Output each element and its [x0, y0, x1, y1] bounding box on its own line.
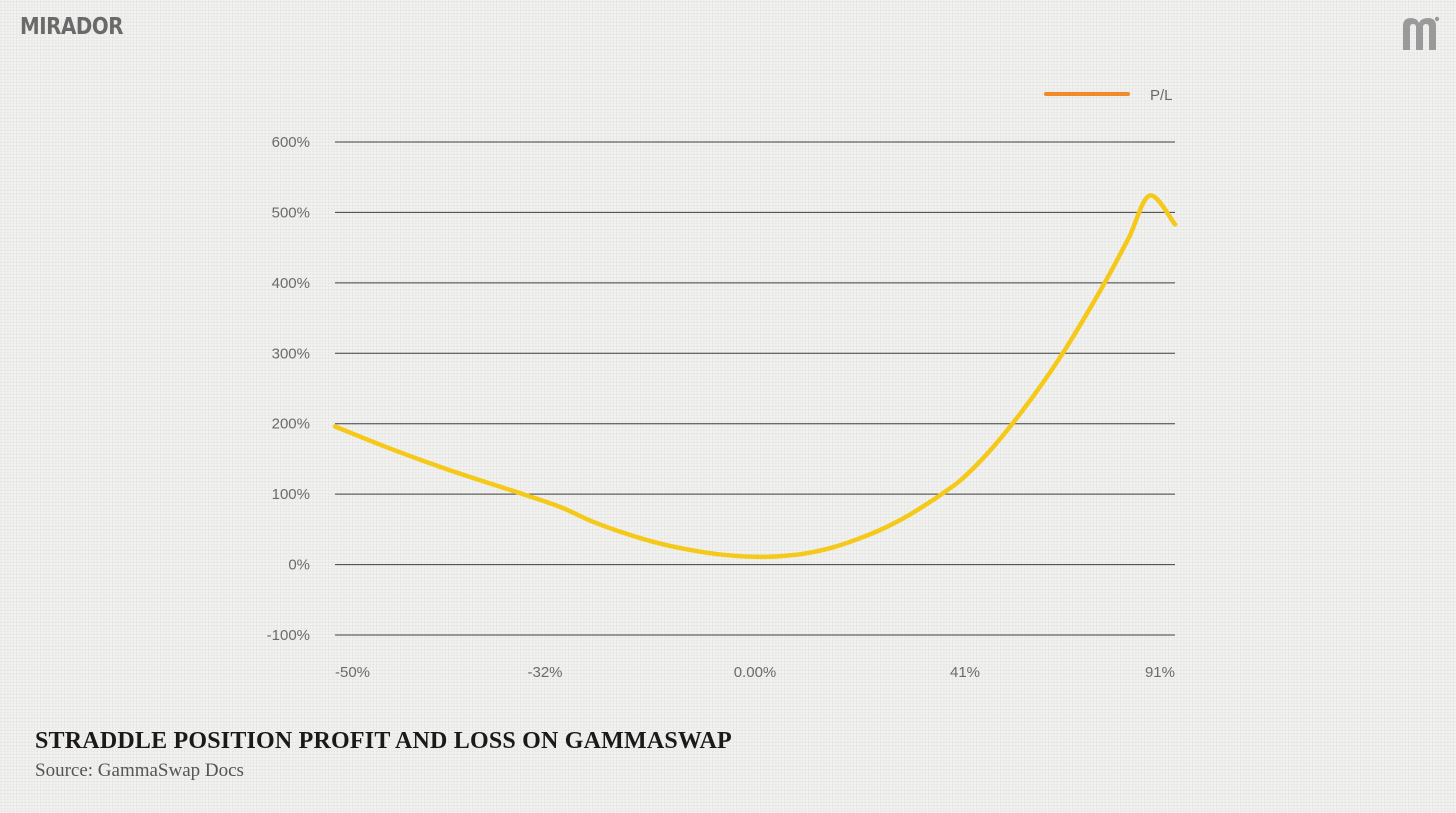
y-tick-label: 500%	[272, 204, 310, 221]
y-tick-label: -100%	[267, 627, 310, 644]
y-tick-label: 600%	[272, 134, 310, 151]
grid-lines	[335, 141, 1175, 636]
chart-caption-source: Source: GammaSwap Docs	[35, 760, 244, 781]
x-tick-label: 0.00%	[734, 664, 777, 681]
y-tick-label: 400%	[272, 275, 310, 292]
x-tick-label: -50%	[335, 664, 370, 681]
y-tick-label: 100%	[272, 486, 310, 503]
chart-caption-title: STRADDLE POSITION PROFIT AND LOSS ON GAM…	[35, 728, 732, 754]
series-layer	[332, 193, 1178, 560]
brand-logo: MIRADOR	[20, 14, 124, 40]
y-axis-tick-labels: 600% 500% 400% 300% 200% 100% 0% -100%	[267, 134, 310, 644]
series-line-pl	[332, 193, 1178, 560]
x-tick-label: 41%	[950, 664, 980, 681]
x-tick-label: 91%	[1145, 664, 1175, 681]
mirador-m-icon	[1403, 16, 1440, 50]
y-tick-label: 300%	[272, 345, 310, 362]
x-axis-tick-labels: -50% -32% 0.00% 41% 91%	[335, 664, 1175, 681]
legend: P/L	[1044, 87, 1173, 104]
y-tick-label: 0%	[288, 557, 310, 574]
y-tick-label: 200%	[272, 416, 310, 433]
legend-label-pl: P/L	[1150, 87, 1173, 104]
x-tick-label: -32%	[527, 664, 562, 681]
